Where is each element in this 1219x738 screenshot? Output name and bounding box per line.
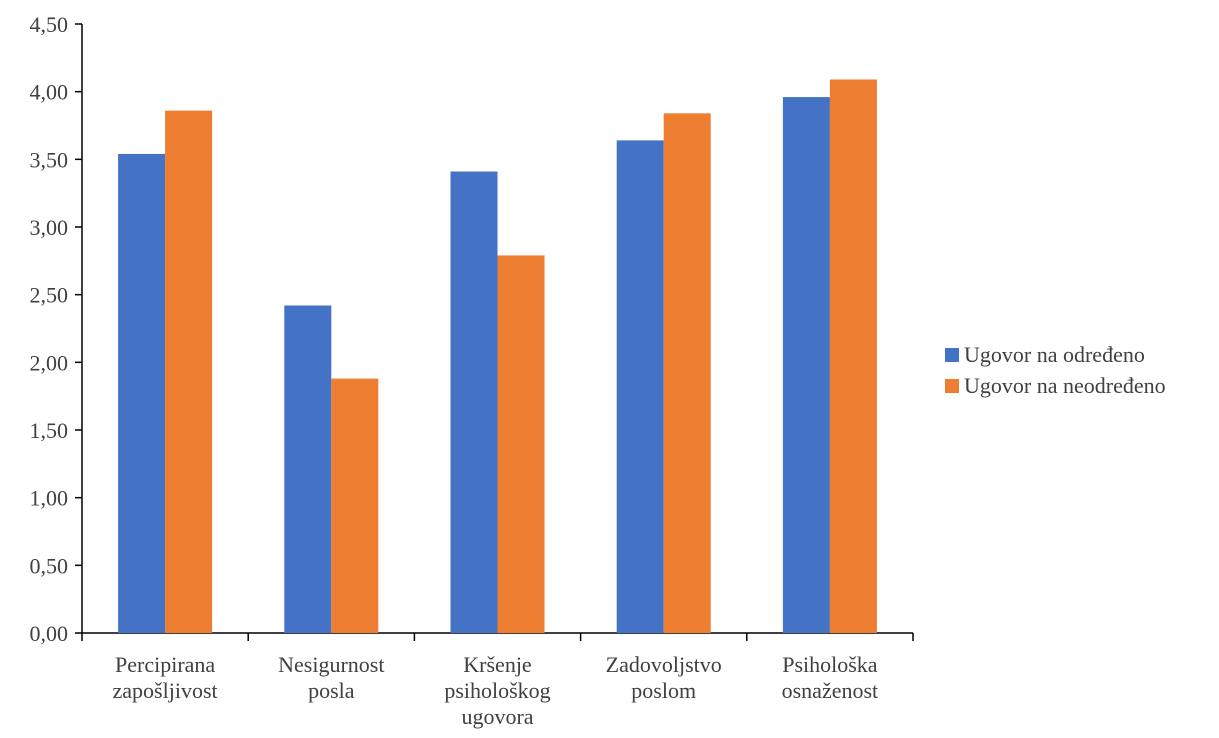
x-category-label-line: zapošljivost (113, 678, 218, 703)
bar-series-2 (497, 255, 545, 634)
y-tick-label: 0,50 (30, 553, 69, 578)
x-axis: Percipirana zapošljivost Nesigurnost posla K… (81, 632, 914, 729)
legend-label: Ugovor na određeno (964, 342, 1145, 367)
x-category-label-line: Zadovoljstvo (606, 652, 722, 677)
bars (118, 79, 877, 634)
y-tick-label: 1,50 (30, 418, 69, 443)
x-category-label-line: Percipirana (115, 652, 215, 677)
bar-series-1 (284, 305, 332, 633)
x-category-label: Psihološka osnaženost (782, 652, 879, 703)
x-category-label: Zadovoljstvo poslom (606, 652, 722, 703)
y-tick-label: 2,50 (30, 283, 69, 308)
y-tick-label: 1,00 (30, 486, 69, 511)
x-category-label: Percipirana zapošljivost (113, 652, 218, 703)
legend-swatch (945, 379, 959, 393)
x-category-label-line: osnaženost (782, 678, 879, 703)
x-category-label-line: Kršenje (463, 652, 531, 677)
y-tick-label: 4,00 (30, 80, 69, 105)
y-axis: 0,00 0,50 1,00 1,50 2,00 2,50 3,00 3,50 4,00 4,50 (30, 12, 83, 646)
x-category-label-line: posla (308, 678, 355, 703)
bar-series-2 (165, 110, 213, 633)
x-category-label-line: poslom (631, 678, 696, 703)
y-tick-label: 3,50 (30, 147, 69, 172)
y-tick-label: 4,50 (30, 12, 69, 37)
x-category-label-line: Psihološka (782, 652, 878, 677)
bar-series-2 (331, 378, 379, 633)
bar-series-2 (663, 113, 711, 633)
x-category-label-line: psihološkog (444, 678, 550, 703)
x-category-label: Nesigurnost posla (278, 652, 384, 703)
bar-series-1 (450, 171, 498, 633)
bar-series-1 (616, 140, 664, 634)
bar-series-2 (829, 79, 877, 633)
legend-swatch (945, 348, 959, 362)
legend: Ugovor na određeno Ugovor na neodređeno (945, 342, 1166, 398)
x-category-label: Kršenje psihološkog ugovora (444, 652, 550, 729)
y-tick-label: 0,00 (30, 621, 69, 646)
bar-series-1 (782, 97, 830, 633)
bar-series-1 (118, 153, 166, 634)
y-tick-label: 2,00 (30, 350, 69, 375)
x-category-label-line: ugovora (461, 704, 533, 729)
x-category-label-line: Nesigurnost (278, 652, 384, 677)
legend-label: Ugovor na neodređeno (964, 373, 1166, 398)
y-tick-label: 3,00 (30, 215, 69, 240)
